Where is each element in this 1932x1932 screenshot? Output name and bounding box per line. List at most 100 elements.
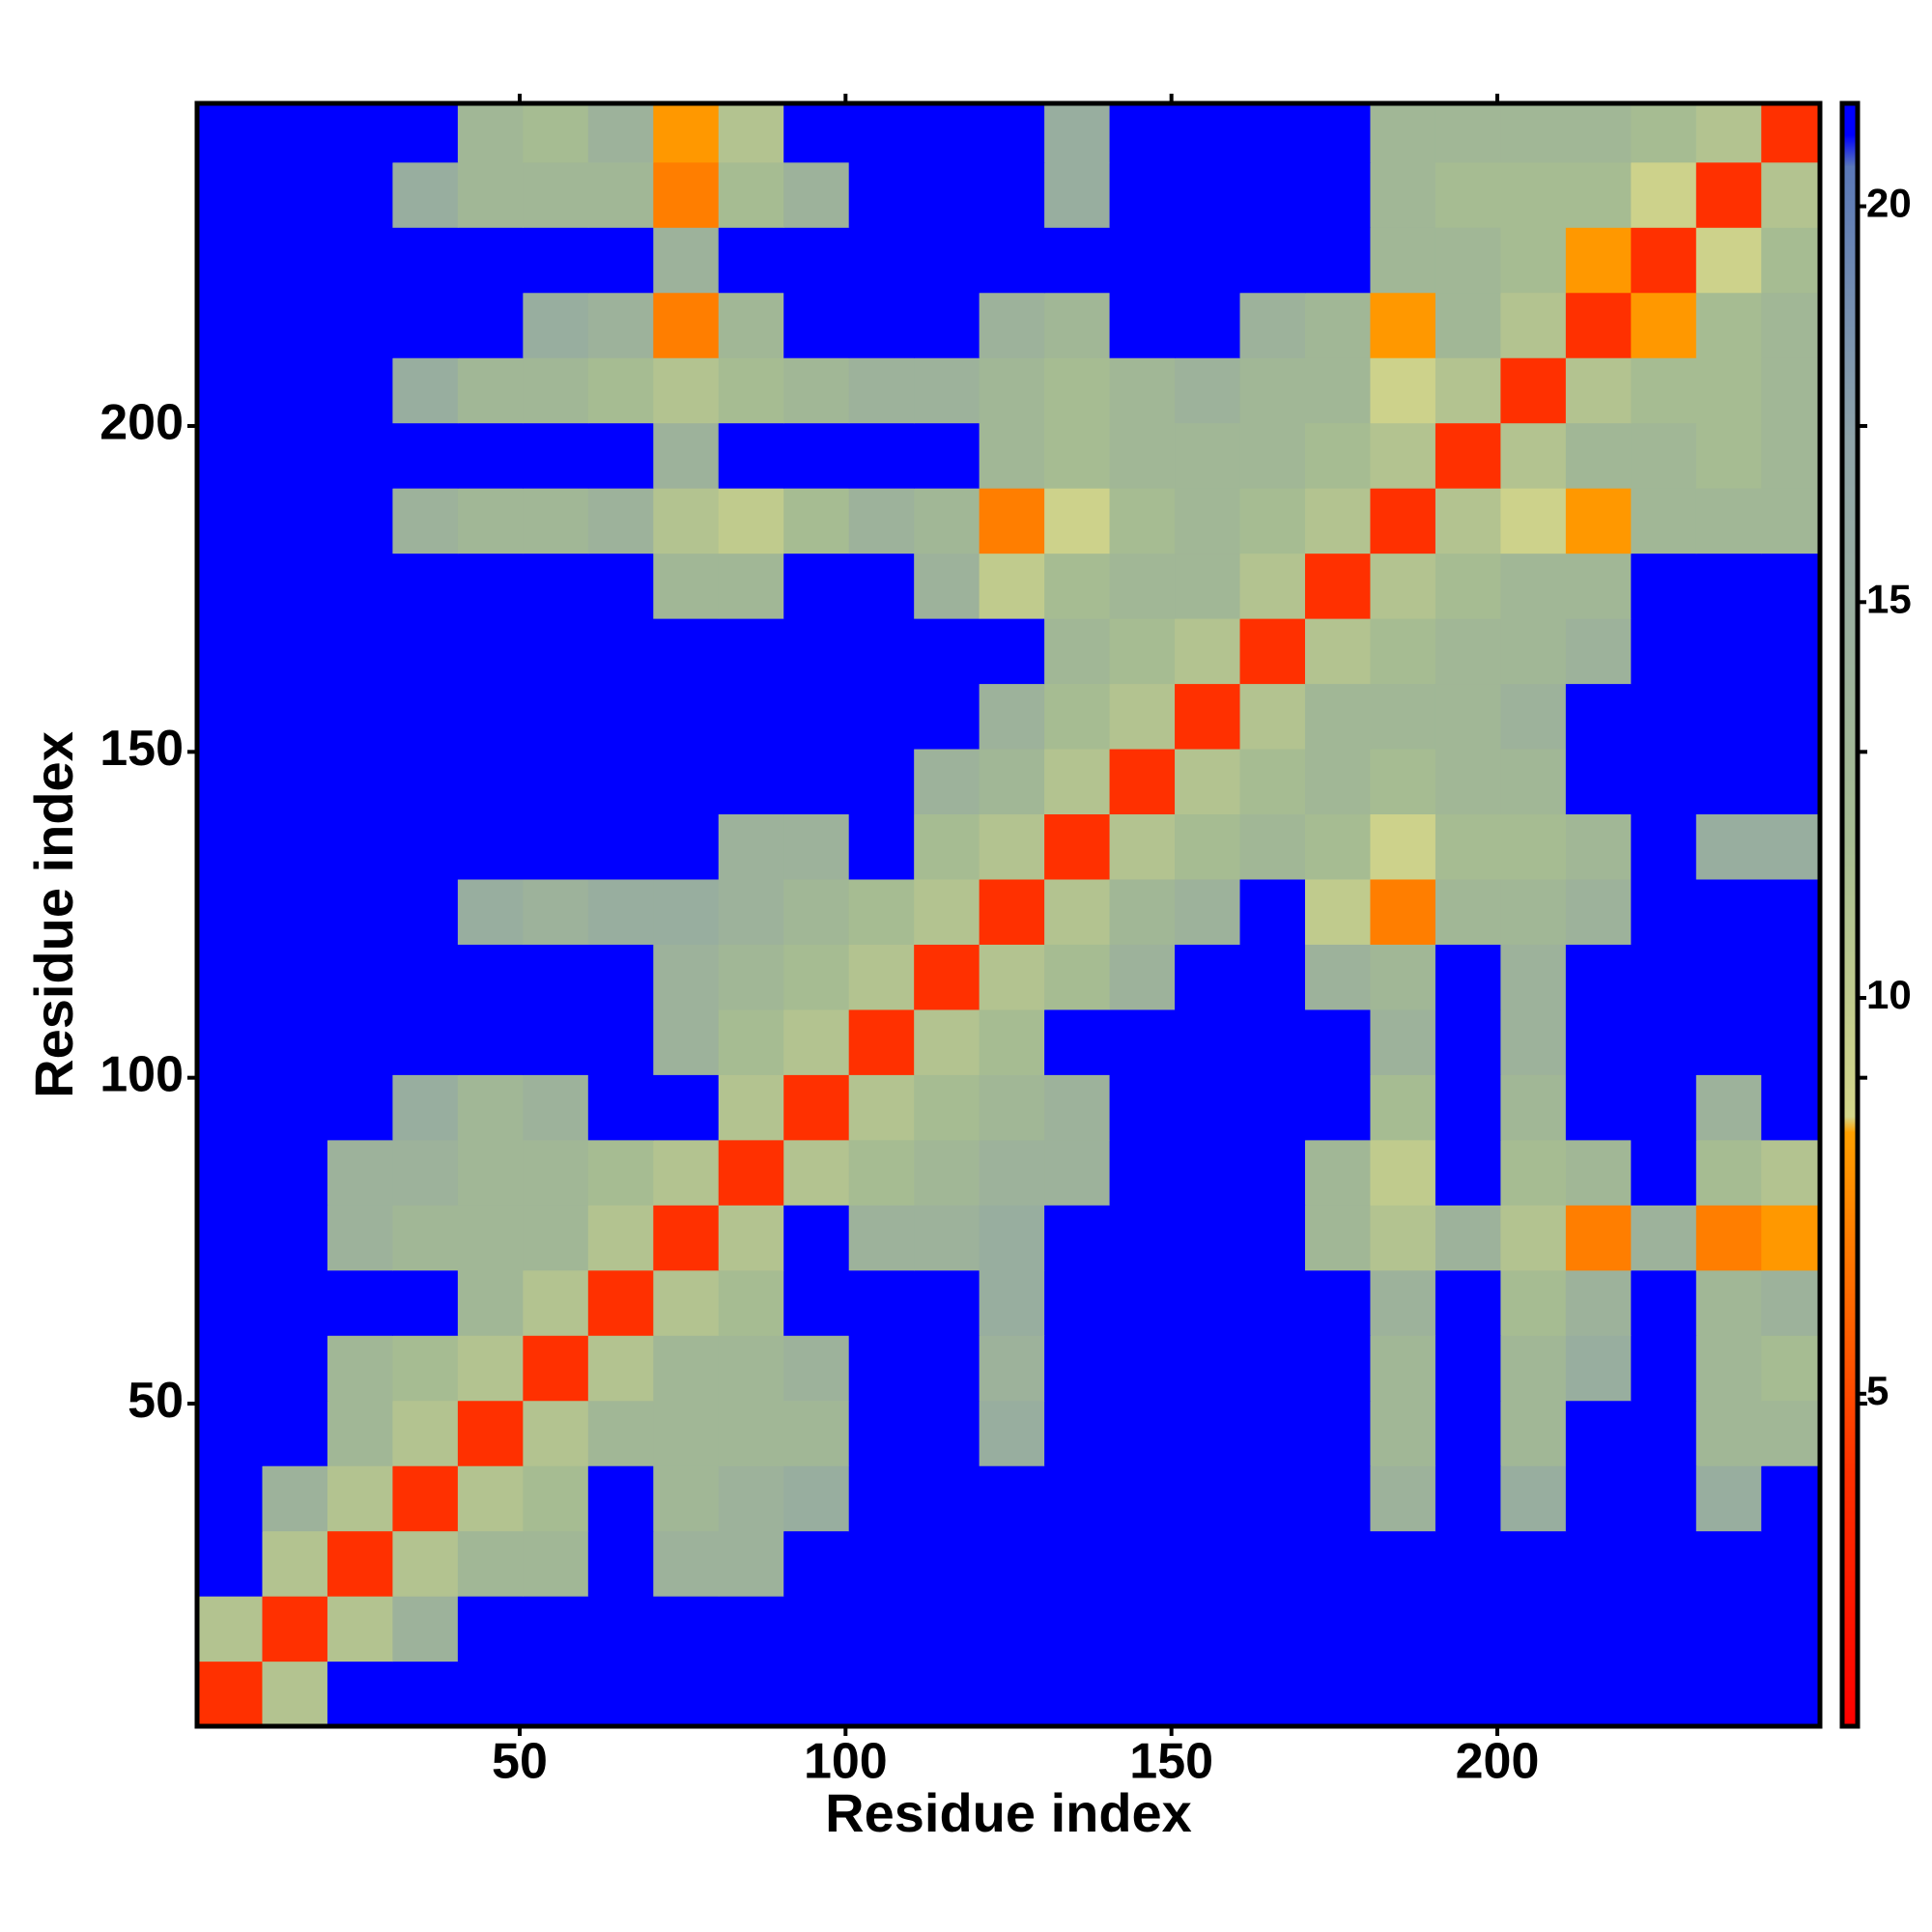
heatmap-cell <box>979 944 1045 1010</box>
heatmap-cell <box>1175 748 1241 815</box>
heatmap-cell <box>197 813 264 880</box>
heatmap-cell <box>1304 1661 1372 1727</box>
heatmap-cell <box>1761 488 1821 554</box>
heatmap-cell <box>1500 1335 1567 1402</box>
heatmap-cell <box>1565 292 1632 358</box>
heatmap-cell <box>1370 422 1436 489</box>
heatmap-cell <box>914 1205 980 1271</box>
heatmap-cell <box>587 103 654 163</box>
heatmap-cell <box>914 1009 980 1075</box>
heatmap-cell <box>718 488 784 554</box>
heatmap-cell <box>262 683 328 750</box>
heatmap-cell <box>457 422 524 489</box>
heatmap-cell <box>1631 813 1697 880</box>
heatmap-cell <box>1761 357 1821 424</box>
heatmap-cell <box>262 161 328 228</box>
heatmap-cell <box>1304 1465 1372 1532</box>
heatmap-cell <box>587 1335 654 1402</box>
heatmap-cell <box>1239 748 1306 815</box>
heatmap-cell <box>1175 227 1241 294</box>
heatmap-cell <box>392 422 459 489</box>
heatmap-cell <box>457 1335 524 1402</box>
heatmap-cell <box>457 1205 524 1271</box>
heatmap-cell <box>1304 1335 1372 1402</box>
heatmap-cell <box>1631 488 1697 554</box>
heatmap-cell <box>848 553 915 619</box>
heatmap-cell <box>1435 1139 1501 1206</box>
heatmap-cell <box>1761 1661 1821 1727</box>
heatmap-cell <box>1435 878 1501 945</box>
heatmap-cell <box>1695 878 1762 945</box>
heatmap-cell <box>1435 618 1501 685</box>
heatmap-cell <box>1695 1269 1762 1336</box>
heatmap-cell <box>783 813 850 880</box>
heatmap-cell <box>523 1400 589 1466</box>
heatmap-cell <box>914 292 980 358</box>
heatmap-cell <box>197 1400 264 1466</box>
colorbar-tick-label: 20 <box>1866 181 1912 226</box>
heatmap-cell <box>1565 1205 1632 1271</box>
heatmap-cell <box>392 1139 459 1206</box>
heatmap-cell <box>1304 878 1372 945</box>
colorbar-tick-label: 10 <box>1866 972 1912 1017</box>
heatmap-cell <box>718 944 784 1010</box>
heatmap-cell <box>1239 813 1306 880</box>
heatmap-cell <box>783 1074 850 1141</box>
heatmap-cell <box>197 878 264 945</box>
heatmap-cell <box>653 944 720 1010</box>
heatmap-cell <box>653 227 720 294</box>
x-tick-label: 150 <box>1129 1734 1213 1790</box>
heatmap-cell <box>848 227 915 294</box>
heatmap-cell <box>457 1269 524 1336</box>
heatmap-cell <box>718 1205 784 1271</box>
heatmap-cell <box>392 618 459 685</box>
heatmap-cell <box>1435 1530 1501 1597</box>
heatmap-cell <box>1631 878 1697 945</box>
heatmap-cell <box>1695 1465 1762 1532</box>
heatmap-cell <box>979 1009 1045 1075</box>
heatmap-cell <box>1304 1009 1372 1075</box>
heatmap-cell <box>1370 488 1436 554</box>
heatmap-cell <box>1175 161 1241 228</box>
heatmap-cell <box>262 1335 328 1402</box>
heatmap-cell <box>1304 227 1372 294</box>
heatmap-cell <box>1044 1530 1111 1597</box>
heatmap-cell <box>1175 1661 1241 1727</box>
heatmap-cell <box>1761 553 1821 619</box>
heatmap-cell <box>914 1074 980 1141</box>
heatmap-cell <box>1304 618 1372 685</box>
heatmap-cell <box>587 1009 654 1075</box>
heatmap-cell <box>197 357 264 424</box>
heatmap-cell <box>1044 227 1111 294</box>
heatmap-cell <box>1565 683 1632 750</box>
heatmap-cell <box>587 1269 654 1336</box>
heatmap-cell <box>457 357 524 424</box>
heatmap-cell <box>1044 618 1111 685</box>
heatmap-cell <box>1435 422 1501 489</box>
heatmap-cell <box>1500 878 1567 945</box>
heatmap-cell <box>327 1074 394 1141</box>
heatmap-cell <box>1304 1269 1372 1336</box>
heatmap-cell <box>1370 1596 1436 1662</box>
heatmap-cell <box>1370 1465 1436 1532</box>
heatmap-cell <box>1304 488 1372 554</box>
heatmap-cell <box>587 1596 654 1662</box>
heatmap-cell <box>262 1009 328 1075</box>
heatmap-cell <box>457 292 524 358</box>
heatmap-cell <box>327 1530 394 1597</box>
heatmap-cell <box>848 1139 915 1206</box>
heatmap-cell <box>783 1530 850 1597</box>
heatmap-cell <box>1304 748 1372 815</box>
heatmap-cell <box>718 1335 784 1402</box>
heatmap-cell <box>653 357 720 424</box>
heatmap-cell <box>1761 813 1821 880</box>
heatmap-cell <box>523 748 589 815</box>
heatmap-cell <box>197 227 264 294</box>
heatmap-cell <box>587 878 654 945</box>
heatmap-cell <box>848 683 915 750</box>
heatmap-cell <box>1565 1530 1632 1597</box>
heatmap-cell <box>1109 357 1176 424</box>
heatmap-cell <box>1304 1400 1372 1466</box>
heatmap-cell <box>914 748 980 815</box>
